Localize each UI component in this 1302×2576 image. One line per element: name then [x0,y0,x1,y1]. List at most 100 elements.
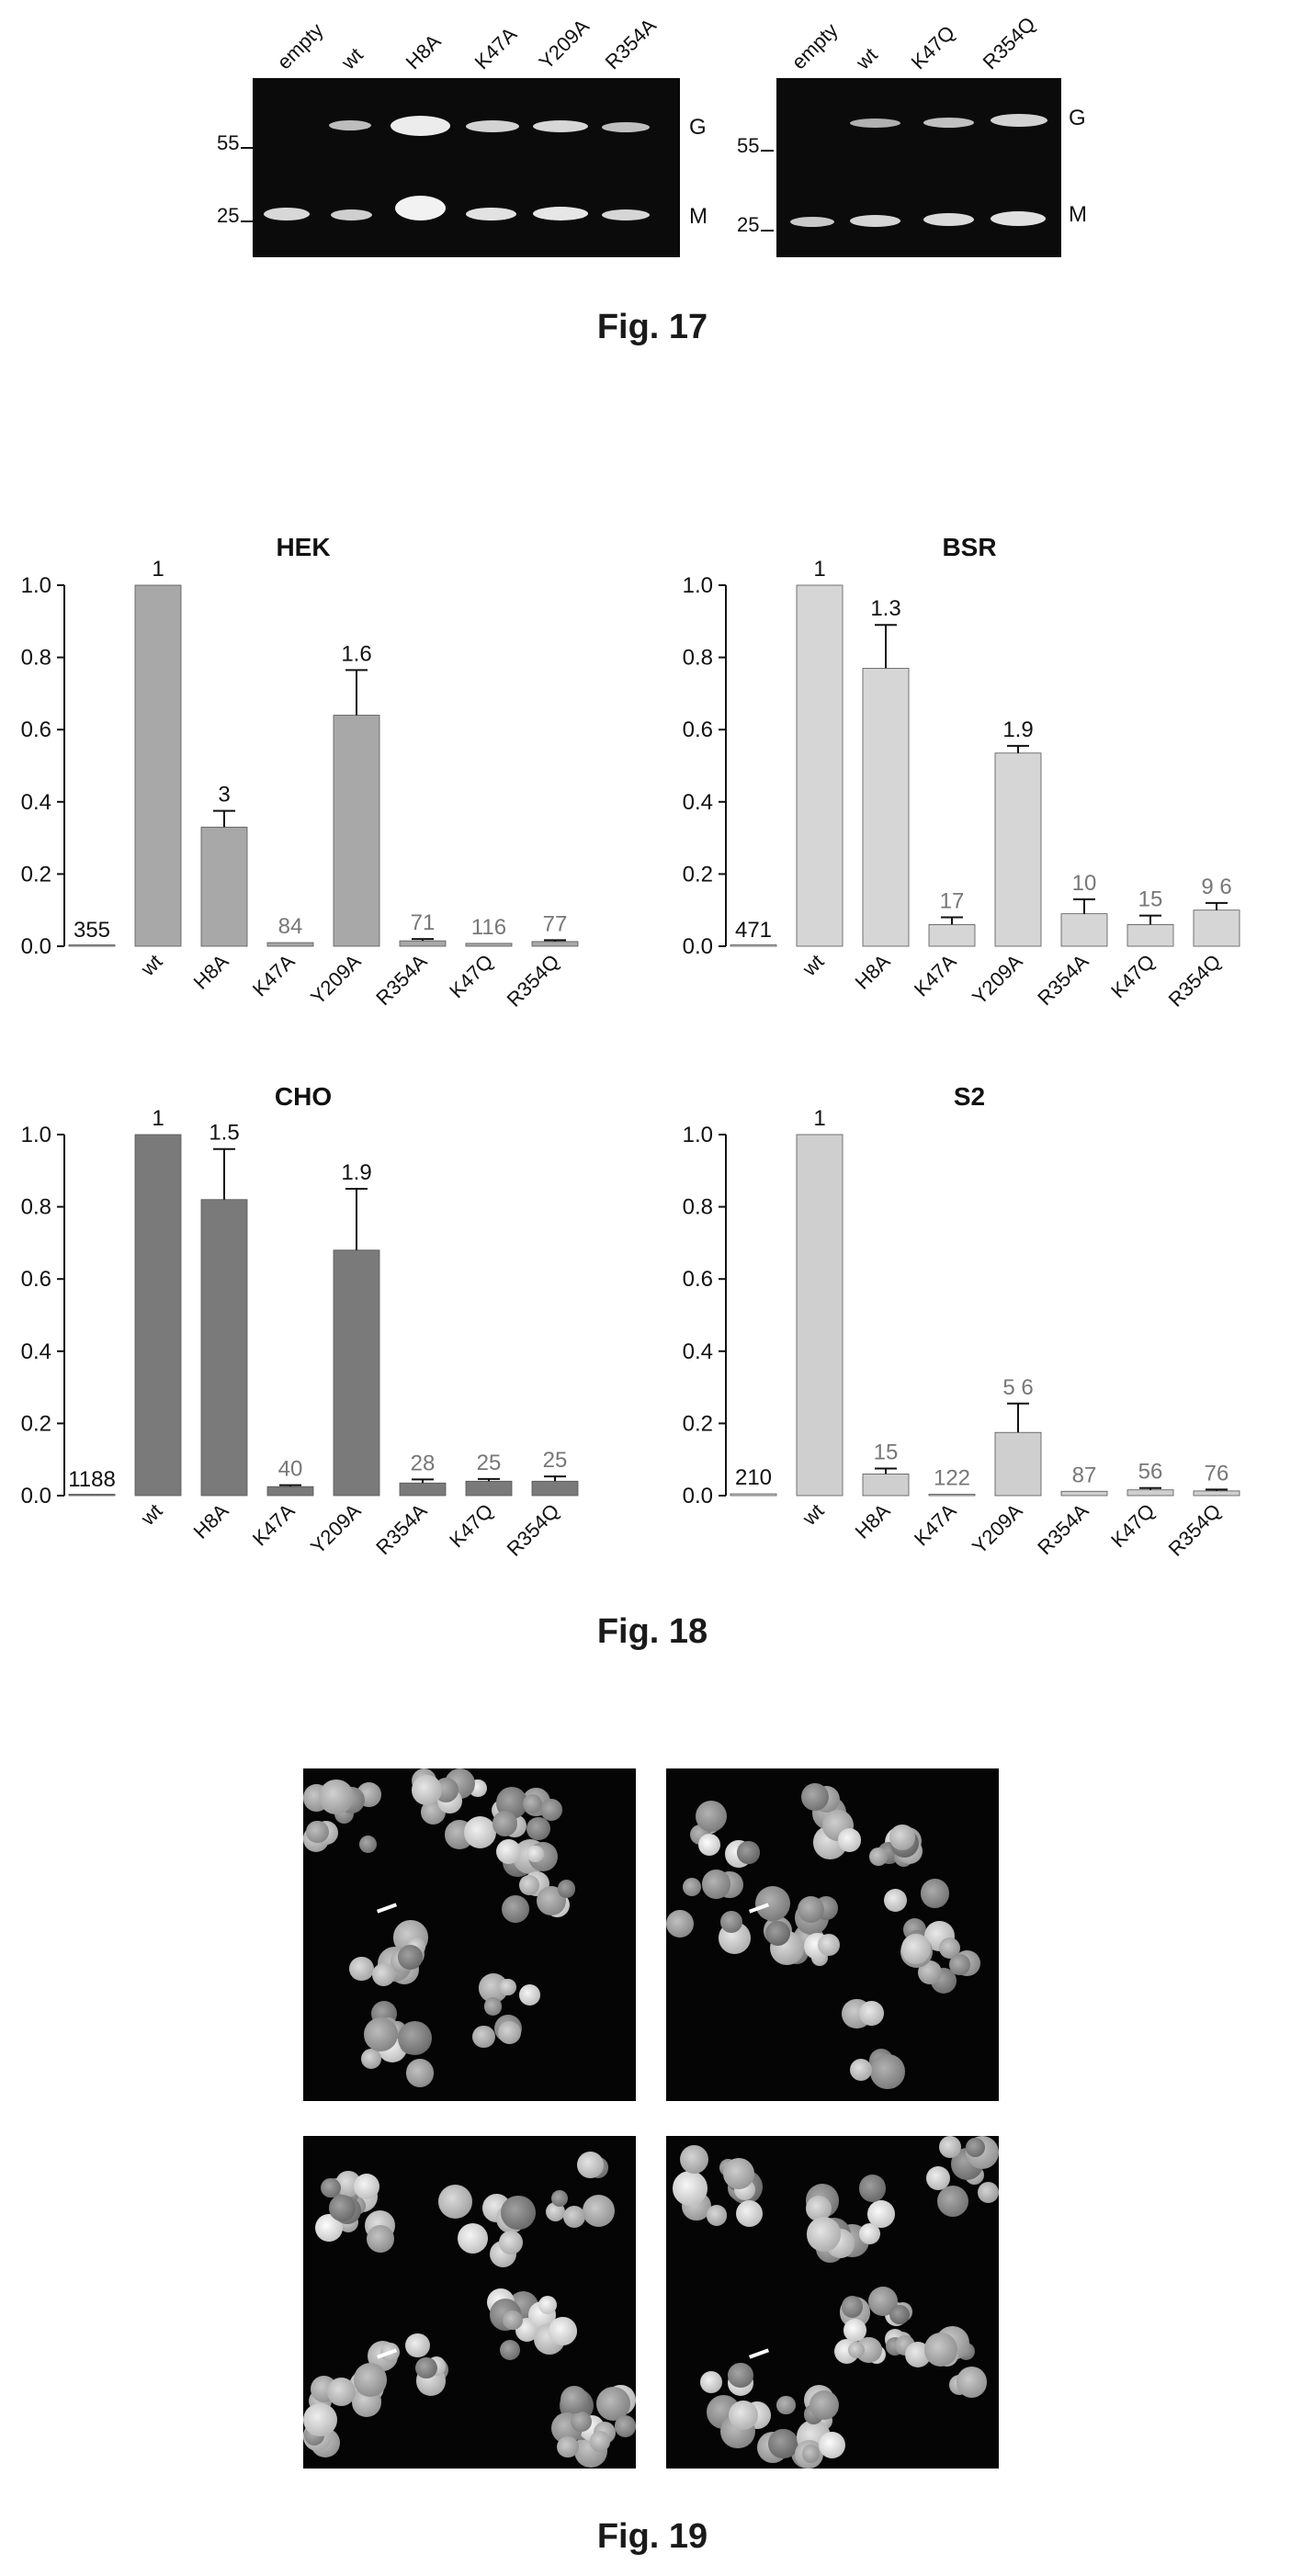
data-label: 76 [1205,1461,1229,1486]
cell-nucleus [850,2059,873,2082]
gel-left-band-label: M [689,204,708,229]
cell-nucleus [349,1956,374,1982]
data-label: 1 [813,1106,825,1131]
gel-right-lane-label: wt [851,43,882,74]
cell-nucleus [329,2195,356,2222]
cell-nucleus [398,1945,424,1970]
cell-nucleus [457,2222,489,2254]
gel-right-lane-label: R354Q [978,12,1040,74]
cell-nucleus [800,1782,829,1812]
y-tick-label: 1.0 [683,1123,713,1147]
bar [730,944,777,947]
cell-nucleus [735,2199,764,2228]
cell-nucleus [957,2367,988,2398]
cell-nucleus [843,2319,866,2343]
micrograph-panel [666,2136,999,2469]
data-label: 3 [218,783,230,808]
gel-band [264,208,310,220]
x-tick-label: wt [136,1499,167,1531]
bar [134,1134,182,1497]
data-label: 1188 [68,1467,116,1492]
gel-left-marker-tick [241,220,254,222]
cell-nucleus [729,2400,759,2430]
data-label: 1.9 [1002,717,1033,742]
gel-left-lane-label: wt [336,43,368,74]
cell-nucleus [889,2304,910,2325]
x-tick-label: R354Q [1164,1499,1226,1561]
cell-nucleus [500,2339,521,2361]
cell-nucleus [437,2184,473,2220]
cell-nucleus [728,2362,753,2389]
cell-nucleus [570,2411,592,2433]
x-tick-label: K47Q [445,1499,497,1552]
gel-band [391,116,450,136]
x-tick-label: R354A [371,1499,431,1559]
bar [994,1431,1042,1497]
cell-nucleus [977,2181,999,2204]
cell-nucleus [870,2054,905,2089]
cell-nucleus [361,2048,382,2069]
data-label: 1 [152,557,164,582]
scale-bar [748,2348,770,2359]
data-label: 1.5 [209,1121,239,1146]
gel-band [466,120,519,132]
data-label: 28 [411,1451,436,1475]
cell-nucleus [869,1847,889,1867]
gel-band [602,122,650,132]
cell-nucleus [540,1798,563,1821]
bar [399,940,447,947]
bar [796,584,843,947]
cell-nucleus [889,1825,915,1851]
bar [200,826,248,947]
gel-left-lane-label: R354A [600,14,661,74]
gel-left-lane-label: K47A [470,22,522,74]
gel-left-marker: 25 [217,204,240,227]
cell-nucleus [319,1779,355,1815]
y-tick-label: 0.2 [21,1411,51,1436]
cell-nucleus [526,1817,550,1841]
y-tick-label: 0.6 [21,1267,51,1292]
data-label: 5 6 [1002,1375,1033,1400]
bar [68,1494,116,1497]
cell-nucleus [411,1775,442,1806]
y-tick-label: 0.8 [21,646,51,671]
gel-band [850,215,900,227]
data-label: 25 [477,1451,502,1475]
cell-nucleus [810,2390,840,2420]
bar [200,1199,248,1497]
cell-nucleus [321,2177,341,2198]
y-tick-label: 0.4 [683,790,713,815]
cell-nucleus [923,2333,958,2367]
bar [465,1480,513,1497]
gel-right-marker: 25 [737,213,760,236]
gel-right-marker-tick [761,230,774,232]
cell-nucleus [523,1794,543,1814]
x-tick-label: R354A [1033,1499,1093,1559]
bar [928,1494,976,1497]
x-tick-label: R354A [1033,950,1093,1010]
data-label: 84 [278,914,303,939]
y-tick-label: 0.8 [21,1195,51,1220]
figure-caption: Fig. 18 [596,1612,708,1651]
bar [266,1486,314,1497]
figure-caption: Fig. 17 [596,308,708,346]
x-tick-label: wt [798,950,829,981]
gel-left-lane-label: empty [272,18,328,74]
x-tick-label: H8A [851,950,895,994]
cell-nucleus [359,1836,378,1854]
gel-band [331,209,372,220]
bar [1060,1490,1108,1497]
cell-nucleus [501,1894,530,1924]
gel-band [329,120,371,130]
x-tick-label: K47A [910,1499,961,1551]
bar [730,1493,777,1497]
bar [1060,913,1108,947]
cell-nucleus [503,2310,523,2331]
gel-band [991,211,1046,226]
y-tick-label: 0.6 [683,1267,713,1292]
cell-nucleus [303,2402,337,2437]
cell-nucleus [818,2432,845,2459]
cell-nucleus [577,2152,604,2179]
cell-nucleus [701,1870,731,1899]
bar [1127,924,1174,947]
